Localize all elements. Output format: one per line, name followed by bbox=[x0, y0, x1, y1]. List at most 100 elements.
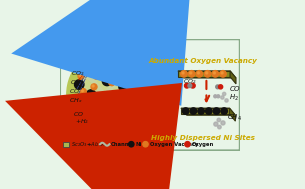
Circle shape bbox=[92, 58, 101, 68]
Circle shape bbox=[213, 72, 215, 74]
Circle shape bbox=[216, 85, 220, 89]
Circle shape bbox=[222, 92, 226, 96]
Polygon shape bbox=[230, 71, 236, 84]
Circle shape bbox=[147, 70, 153, 76]
Circle shape bbox=[130, 74, 136, 80]
Text: Oxygen: Oxygen bbox=[192, 142, 214, 147]
Circle shape bbox=[138, 108, 144, 113]
Circle shape bbox=[110, 81, 112, 83]
Circle shape bbox=[149, 108, 151, 111]
Polygon shape bbox=[116, 83, 153, 90]
Text: $CH_4$: $CH_4$ bbox=[70, 78, 83, 87]
Polygon shape bbox=[178, 71, 230, 77]
Circle shape bbox=[151, 97, 153, 99]
FancyBboxPatch shape bbox=[60, 39, 240, 150]
Circle shape bbox=[151, 88, 157, 93]
Text: Oxygen Vacancy: Oxygen Vacancy bbox=[150, 142, 198, 147]
Circle shape bbox=[221, 108, 228, 114]
Text: $Sc_2O_3$+$Al_2O_3$: $Sc_2O_3$+$Al_2O_3$ bbox=[71, 140, 106, 149]
Circle shape bbox=[221, 96, 224, 99]
Circle shape bbox=[109, 109, 115, 115]
Circle shape bbox=[95, 74, 97, 76]
Polygon shape bbox=[131, 89, 153, 96]
Circle shape bbox=[131, 75, 133, 77]
Polygon shape bbox=[83, 59, 104, 80]
Text: $CH_4$: $CH_4$ bbox=[227, 113, 242, 123]
Circle shape bbox=[190, 72, 192, 74]
Circle shape bbox=[148, 108, 154, 113]
Polygon shape bbox=[82, 74, 104, 108]
Circle shape bbox=[127, 53, 137, 62]
Circle shape bbox=[109, 80, 115, 86]
Circle shape bbox=[74, 80, 84, 89]
Text: Highly Dispersed Ni Sites: Highly Dispersed Ni Sites bbox=[151, 135, 255, 141]
Text: $CO_2$: $CO_2$ bbox=[71, 69, 84, 78]
Circle shape bbox=[110, 110, 112, 112]
Circle shape bbox=[148, 71, 150, 73]
Circle shape bbox=[124, 77, 130, 83]
Circle shape bbox=[136, 98, 138, 100]
Circle shape bbox=[185, 83, 189, 88]
Circle shape bbox=[221, 72, 223, 74]
Circle shape bbox=[221, 121, 225, 125]
Polygon shape bbox=[181, 108, 235, 115]
Circle shape bbox=[214, 95, 217, 98]
Circle shape bbox=[225, 99, 228, 102]
Circle shape bbox=[100, 66, 102, 68]
Circle shape bbox=[135, 88, 145, 98]
Polygon shape bbox=[229, 108, 235, 121]
Circle shape bbox=[197, 72, 199, 74]
Circle shape bbox=[212, 70, 218, 77]
Circle shape bbox=[214, 122, 218, 126]
Polygon shape bbox=[178, 71, 236, 78]
Text: $H_2$: $H_2$ bbox=[229, 92, 239, 103]
Text: $CO_2$: $CO_2$ bbox=[183, 77, 197, 86]
Circle shape bbox=[132, 124, 138, 130]
Circle shape bbox=[108, 54, 118, 64]
Circle shape bbox=[190, 108, 197, 114]
Circle shape bbox=[206, 108, 212, 114]
Circle shape bbox=[217, 95, 220, 98]
Circle shape bbox=[103, 124, 105, 126]
Circle shape bbox=[135, 63, 137, 65]
Circle shape bbox=[135, 97, 141, 103]
Circle shape bbox=[129, 142, 134, 147]
Text: $CO$: $CO$ bbox=[73, 110, 84, 118]
Circle shape bbox=[113, 121, 122, 131]
Circle shape bbox=[86, 90, 96, 99]
Circle shape bbox=[143, 142, 148, 147]
Circle shape bbox=[91, 84, 97, 90]
Circle shape bbox=[89, 98, 95, 104]
Circle shape bbox=[149, 75, 158, 84]
Circle shape bbox=[182, 108, 189, 114]
Circle shape bbox=[119, 105, 128, 114]
Circle shape bbox=[206, 72, 208, 74]
Circle shape bbox=[182, 72, 184, 74]
Circle shape bbox=[120, 124, 122, 126]
Circle shape bbox=[188, 84, 192, 88]
Circle shape bbox=[92, 111, 98, 117]
Circle shape bbox=[79, 100, 88, 109]
Circle shape bbox=[196, 70, 203, 77]
Circle shape bbox=[152, 88, 155, 91]
Circle shape bbox=[188, 70, 195, 77]
Circle shape bbox=[134, 125, 136, 127]
Circle shape bbox=[105, 93, 107, 95]
Circle shape bbox=[93, 73, 99, 79]
Text: $CO^*$: $CO^*$ bbox=[69, 86, 83, 96]
Polygon shape bbox=[181, 108, 229, 114]
Text: Ni: Ni bbox=[135, 142, 142, 147]
Circle shape bbox=[84, 58, 94, 68]
Text: $CH_x$: $CH_x$ bbox=[69, 96, 82, 105]
Circle shape bbox=[87, 57, 89, 59]
Circle shape bbox=[104, 92, 110, 98]
Circle shape bbox=[79, 74, 81, 76]
Circle shape bbox=[117, 61, 119, 63]
Circle shape bbox=[141, 83, 147, 89]
Circle shape bbox=[142, 84, 145, 86]
Polygon shape bbox=[100, 106, 137, 127]
Circle shape bbox=[119, 82, 128, 92]
Polygon shape bbox=[88, 94, 119, 120]
Text: $CO$: $CO$ bbox=[229, 84, 241, 93]
Circle shape bbox=[126, 113, 128, 115]
